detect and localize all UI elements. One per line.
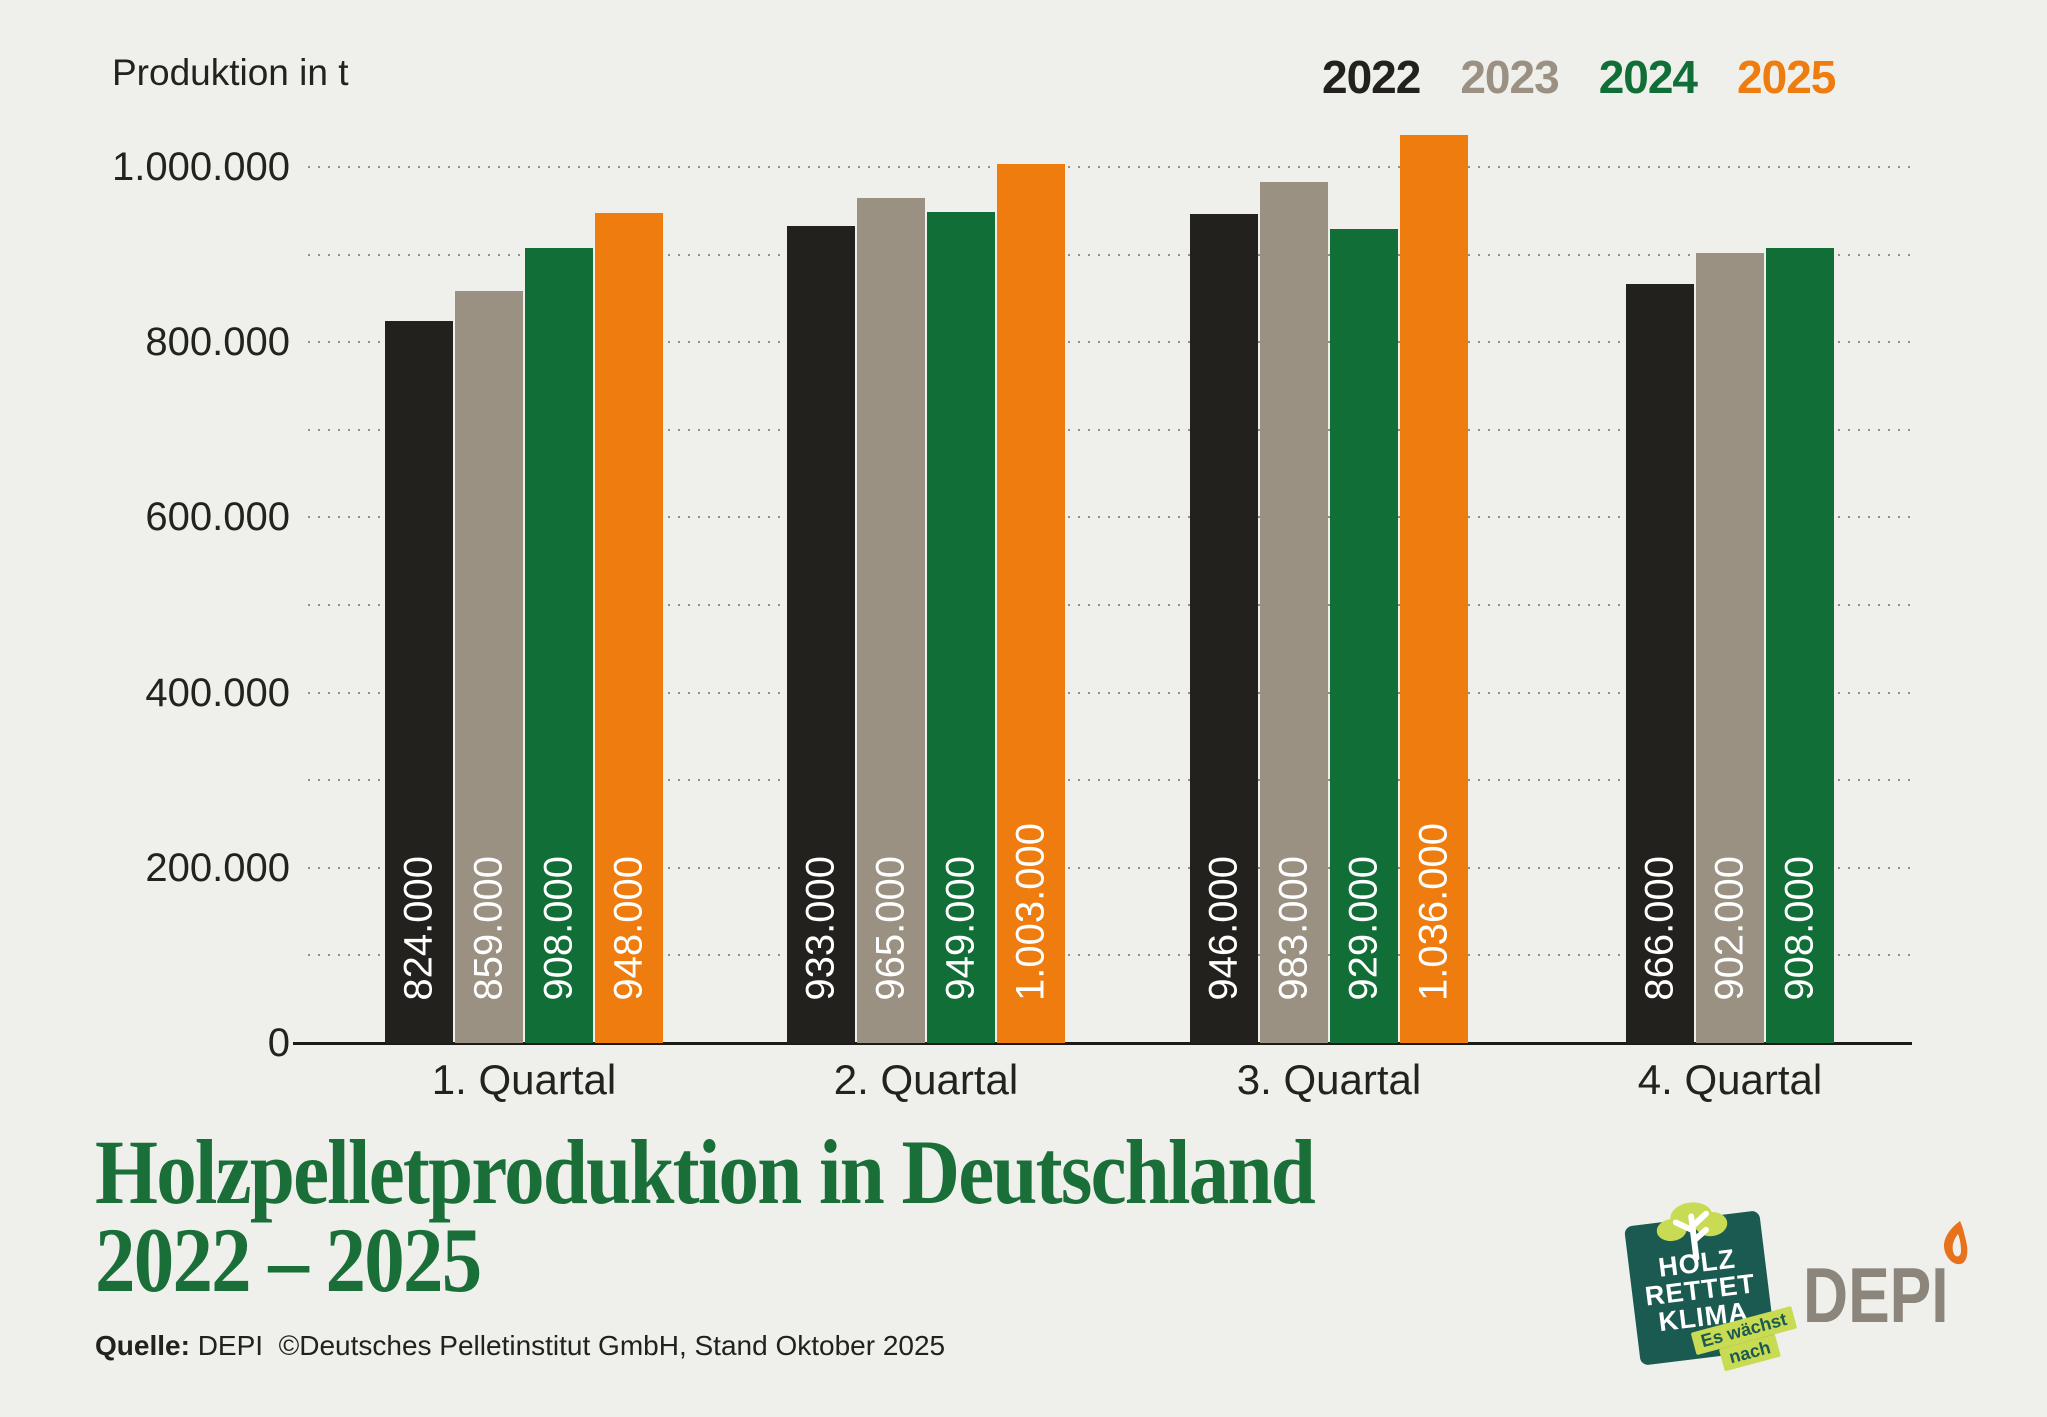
- gridline: [308, 166, 1912, 168]
- bar-2022-q2: 933.000: [787, 226, 855, 1043]
- x-tick-label: 4. Quartal: [1637, 1056, 1823, 1103]
- legend-item-2024: 2024: [1598, 51, 1698, 103]
- bar-value-label: 948.000: [606, 856, 651, 1001]
- gridline: [308, 779, 1912, 782]
- bar-2025-q1: 948.000: [595, 213, 663, 1043]
- bar-2024-q1: 908.000: [525, 248, 593, 1043]
- x-tick-label: 2. Quartal: [833, 1056, 1019, 1103]
- x-axis-labels: 1. Quartal 2. Quartal 3. Quartal 4. Quartal: [300, 1056, 1912, 1116]
- bar-value-label: 1.003.000: [1008, 823, 1053, 1001]
- bar-value-label: 908.000: [536, 856, 581, 1001]
- bar-group-3-quartal: 946.000 983.000 929.000 1.036.000: [1190, 135, 1468, 1043]
- x-tick-label: 1. Quartal: [431, 1056, 617, 1103]
- bar-2024-q3: 929.000: [1330, 229, 1398, 1043]
- chart-title-line2: 2022 – 2025: [95, 1209, 482, 1311]
- y-tick-label: 400.000: [145, 670, 290, 715]
- bar-2022-q3: 946.000: [1190, 214, 1258, 1043]
- bar-value-label: 933.000: [798, 856, 843, 1001]
- chart-title: Holzpelletproduktion in Deutschland 2022…: [95, 1121, 1316, 1311]
- bar-group-4-quartal: 866.000 902.000 908.000: [1626, 248, 1834, 1043]
- tree-icon: [1656, 1202, 1728, 1262]
- bar-2023-q2: 965.000: [857, 198, 925, 1043]
- bar-value-label: 824.000: [396, 856, 441, 1001]
- bar-2025-q3: 1.036.000: [1400, 135, 1468, 1043]
- legend-item-2023: 2023: [1460, 51, 1559, 103]
- y-axis-labels: 0 200.000 400.000 600.000 800.000 1.000.000: [95, 147, 290, 1063]
- bar-group-2-quartal: 933.000 965.000 949.000 1.003.000: [787, 164, 1065, 1043]
- bar-2024-q2: 949.000: [927, 212, 995, 1043]
- gridline: [308, 866, 1912, 869]
- bar-2022-q1: 824.000: [385, 321, 453, 1043]
- bar-2023-q1: 859.000: [455, 291, 523, 1043]
- bar-2023-q3: 983.000: [1260, 182, 1328, 1043]
- plot-area: 824.000 859.000 908.000 948.000 933.000 965.0…: [293, 135, 1912, 1045]
- bar-value-label: 949.000: [938, 856, 983, 1001]
- gridline: [308, 253, 1912, 256]
- bar-value-label: 908.000: [1777, 856, 1822, 1001]
- bar-value-label: 965.000: [868, 856, 913, 1001]
- y-tick-label: 600.000: [145, 495, 290, 540]
- bar-2023-q4: 902.000: [1696, 253, 1764, 1043]
- legend: 2022 2023 2024 2025: [1322, 50, 1836, 104]
- y-tick-label: 1.000.000: [112, 145, 290, 189]
- bar-2025-q2: 1.003.000: [997, 164, 1065, 1043]
- bar-group-1-quartal: 824.000 859.000 908.000 948.000: [385, 213, 663, 1043]
- legend-item-2022: 2022: [1322, 51, 1421, 103]
- gridline: [308, 341, 1912, 344]
- bar-2024-q4: 908.000: [1766, 248, 1834, 1043]
- bar-value-label: 1.036.000: [1411, 823, 1456, 1001]
- gridline: [308, 516, 1912, 519]
- gridline: [308, 604, 1912, 606]
- legend-item-2025: 2025: [1737, 51, 1836, 103]
- bar-2022-q4: 866.000: [1626, 284, 1694, 1043]
- y-tick-label: 800.000: [145, 320, 290, 365]
- chart-title-line1: Holzpelletproduktion in Deutschland: [95, 1121, 1316, 1223]
- y-tick-label: 200.000: [145, 845, 290, 890]
- depi-logo: DEPI: [1803, 1251, 1949, 1339]
- bar-value-label: 866.000: [1637, 856, 1682, 1001]
- bar-value-label: 929.000: [1341, 856, 1386, 1001]
- x-tick-label: 3. Quartal: [1236, 1056, 1422, 1103]
- source-label: Quelle:: [95, 1330, 190, 1361]
- gridline: [308, 954, 1912, 957]
- bar-value-label: 946.000: [1201, 856, 1246, 1001]
- bar-value-label: 859.000: [466, 856, 511, 1001]
- bar-value-label: 983.000: [1271, 856, 1316, 1001]
- holz-rettet-klima-logo: HOLZ RETTET KLIMA Es wächst nach: [1623, 1202, 1798, 1372]
- flame-icon: [1943, 1221, 1968, 1265]
- bar-value-label: 902.000: [1707, 856, 1752, 1001]
- gridline: [308, 428, 1912, 431]
- gridline: [308, 691, 1912, 694]
- y-tick-label: 0: [267, 1021, 290, 1065]
- source-line: Quelle: DEPI ©Deutsches Pelletinstitut G…: [95, 1330, 945, 1362]
- y-axis-title: Produktion in t: [112, 52, 349, 93]
- source-text: DEPI ©Deutsches Pelletinstitut GmbH, Sta…: [189, 1330, 946, 1361]
- x-axis-line: [293, 1042, 1912, 1045]
